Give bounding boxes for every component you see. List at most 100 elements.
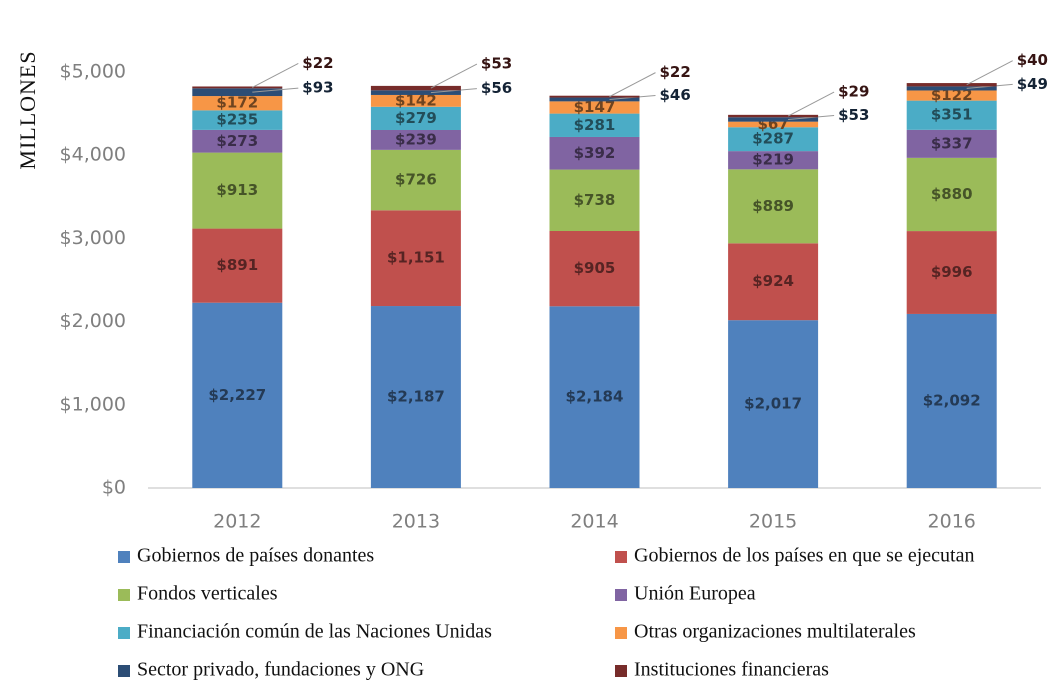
legend-swatch bbox=[118, 589, 130, 601]
data-label: $337 bbox=[931, 134, 973, 152]
bar-segment bbox=[906, 90, 997, 101]
legend-swatch bbox=[118, 665, 130, 677]
data-label: $2,092 bbox=[923, 391, 981, 409]
bar-segment bbox=[370, 85, 461, 91]
data-label: $172 bbox=[216, 94, 258, 112]
leader-line bbox=[252, 87, 299, 93]
data-label: $891 bbox=[216, 256, 258, 274]
y-tick-label: $3,000 bbox=[60, 227, 126, 249]
leader-line bbox=[430, 63, 478, 89]
bar-segment bbox=[192, 86, 283, 89]
bar-segment bbox=[728, 320, 819, 488]
legend-label: Otras organizaciones multilaterales bbox=[634, 621, 916, 643]
bar-segment bbox=[370, 106, 461, 130]
legend-swatch bbox=[615, 589, 627, 601]
leader-line bbox=[966, 60, 1013, 86]
legend-swatch bbox=[118, 627, 130, 639]
data-label: $738 bbox=[574, 191, 616, 209]
data-label: $239 bbox=[395, 130, 437, 148]
bar-segment bbox=[549, 230, 640, 307]
data-label: $279 bbox=[395, 109, 437, 127]
data-label: $53 bbox=[838, 106, 869, 124]
bar-segment bbox=[549, 113, 640, 137]
bar-segment bbox=[728, 117, 819, 122]
y-tick-label: $4,000 bbox=[60, 144, 126, 166]
leader-line bbox=[788, 114, 835, 120]
data-label: $53 bbox=[481, 55, 512, 73]
bar-segment bbox=[370, 306, 461, 488]
bar-segment bbox=[549, 97, 640, 102]
bar-segment bbox=[370, 94, 461, 107]
legend-label: Gobiernos de países donantes bbox=[137, 545, 374, 567]
data-label: $889 bbox=[752, 197, 794, 215]
data-label: $46 bbox=[660, 86, 691, 104]
data-label: $2,184 bbox=[566, 388, 624, 406]
bar-segment bbox=[549, 95, 640, 98]
legend-label: Gobiernos de los países en que se ejecut… bbox=[634, 545, 974, 567]
data-label: $996 bbox=[931, 263, 973, 281]
data-label: $29 bbox=[838, 83, 869, 101]
data-label: $142 bbox=[395, 91, 437, 109]
data-label: $924 bbox=[752, 272, 794, 290]
leader-line bbox=[609, 72, 656, 98]
y-tick-label: $5,000 bbox=[60, 61, 126, 83]
legend-label: Unión Europea bbox=[634, 583, 756, 605]
bar-segment bbox=[728, 151, 819, 170]
data-label: $56 bbox=[481, 79, 512, 97]
bar-segment bbox=[906, 157, 997, 232]
y-tick-label: $1,000 bbox=[60, 393, 126, 415]
legend-swatch bbox=[615, 627, 627, 639]
bar-segment bbox=[192, 96, 283, 111]
legend-swatch bbox=[615, 665, 627, 677]
data-label: $2,017 bbox=[744, 395, 802, 413]
bar-segment bbox=[728, 114, 819, 118]
bar-segment bbox=[906, 83, 997, 87]
bar-segment bbox=[728, 127, 819, 152]
data-label: $287 bbox=[752, 130, 794, 148]
y-tick-label: $2,000 bbox=[60, 310, 126, 332]
data-label: $1,151 bbox=[387, 249, 445, 267]
bar-segment bbox=[192, 228, 283, 303]
bar-segment bbox=[192, 88, 283, 97]
legend-label: Sector privado, fundaciones y ONG bbox=[137, 659, 424, 681]
data-label: $351 bbox=[931, 106, 973, 124]
data-label: $122 bbox=[931, 86, 973, 104]
legend-label: Fondos verticales bbox=[137, 583, 278, 605]
bar-segment bbox=[370, 90, 461, 95]
legend-swatch bbox=[118, 551, 130, 563]
leader-line bbox=[966, 83, 1013, 89]
bar-segment bbox=[549, 136, 640, 170]
bar-segment bbox=[192, 110, 283, 130]
data-label: $913 bbox=[216, 181, 258, 199]
data-label: $93 bbox=[302, 79, 333, 97]
data-label: $392 bbox=[574, 144, 616, 162]
y-axis-label: MILLONES bbox=[15, 50, 40, 169]
data-label: $281 bbox=[574, 116, 616, 134]
data-label: $273 bbox=[216, 132, 258, 150]
legend-label: Financiación común de las Naciones Unida… bbox=[137, 621, 492, 643]
data-label: $147 bbox=[574, 98, 616, 116]
bar-segment bbox=[906, 129, 997, 158]
leader-line bbox=[252, 62, 299, 88]
bar-segment bbox=[906, 231, 997, 314]
bar-segment bbox=[370, 149, 461, 211]
bar-segment bbox=[370, 210, 461, 307]
leader-line bbox=[787, 91, 835, 117]
bar-segment bbox=[906, 313, 997, 488]
legend-label: Instituciones financieras bbox=[634, 659, 829, 681]
bar-segment bbox=[549, 101, 640, 114]
bar-segment bbox=[906, 86, 997, 91]
data-label: $235 bbox=[216, 111, 258, 129]
data-label: $40 bbox=[1017, 51, 1048, 69]
data-label: $2,227 bbox=[208, 386, 266, 404]
bar-segment bbox=[549, 306, 640, 488]
data-label: $726 bbox=[395, 171, 437, 189]
x-tick-label: 2016 bbox=[928, 511, 976, 533]
bar-segment bbox=[728, 169, 819, 244]
bar-segment bbox=[192, 302, 283, 488]
leader-line bbox=[430, 88, 477, 94]
x-tick-label: 2012 bbox=[213, 511, 261, 533]
bar-segment bbox=[549, 169, 640, 231]
data-label: $49 bbox=[1017, 75, 1048, 93]
